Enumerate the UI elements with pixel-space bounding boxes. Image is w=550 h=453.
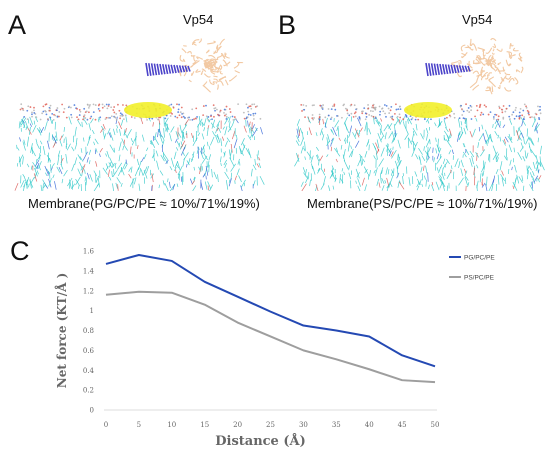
panel-a-protein-label: Vp54 [183,12,214,27]
x-tick-label: 30 [299,421,308,429]
lipid-bilayer [294,103,545,191]
headgroup-patch [124,102,172,118]
panel-a-membrane-simulation-image [14,38,265,191]
y-tick-label: 1.2 [83,287,94,295]
panel-c-label: C [10,236,30,266]
legend-label-1: PS/PC/PE [464,275,495,282]
y-tick-label: 0.4 [83,367,95,375]
x-tick-label: 35 [332,421,341,429]
y-tick-label: 0 [90,407,94,415]
legend-label-0: PG/PC/PE [464,255,495,262]
x-tick-label: 5 [137,421,141,429]
x-tick-label: 25 [266,421,275,429]
y-tick-label: 0.6 [83,347,95,355]
vp54-protein [178,38,244,93]
panel-b-label: B [278,10,297,40]
y-tick-label: 0.2 [83,387,94,395]
lipid-bilayer [14,103,265,191]
panel-b-caption: Membrane(PS/PC/PE ≈ 10%/71%/19%) [307,196,538,211]
headgroup-patch [404,102,452,118]
panel-a-label: A [8,10,27,40]
vp54-protein [450,37,524,95]
x-tick-label: 10 [167,421,176,429]
x-tick-label: 0 [104,421,108,429]
y-tick-label: 0.8 [83,327,94,335]
y-axis-title: Net force (KT/Å ) [54,273,69,389]
x-axis-title: Distance (Å) [215,433,306,449]
y-tick-label: 1 [90,307,94,315]
y-tick-label: 1.4 [83,267,95,275]
helix-segment [145,62,191,77]
helix-segment [425,62,471,77]
y-tick-label: 1.6 [83,248,95,256]
x-tick-label: 20 [233,421,242,429]
x-tick-label: 45 [398,421,407,429]
x-tick-label: 15 [200,421,209,429]
series-line-1 [105,290,436,384]
panel-b-protein-label: Vp54 [462,12,493,27]
panel-b-membrane-simulation-image [294,37,545,191]
series-line-0 [105,253,436,368]
net-force-line-chart: 0 0.2 0.4 0.6 0.8 1 1.2 1.4 1.6 0 5 10 15 20 25 30 35 40 4… [54,248,495,450]
x-tick-label: 50 [431,421,440,429]
panel-a-caption: Membrane(PG/PC/PE ≈ 10%/71%/19%) [28,196,260,211]
x-tick-label: 40 [365,421,374,429]
